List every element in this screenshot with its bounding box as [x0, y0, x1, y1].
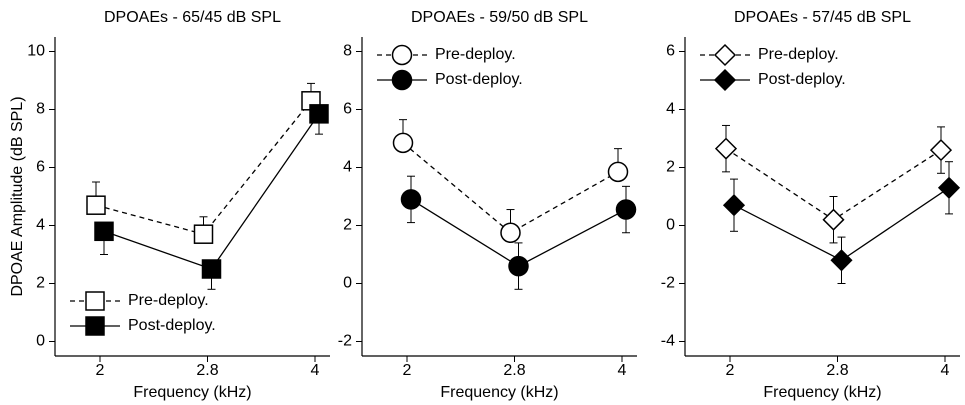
x-axis-label: Frequency (kHz)	[440, 384, 558, 401]
series-line	[402, 142, 619, 234]
x-tick-label: 4	[311, 362, 320, 379]
legend-label: Post-deploy.	[435, 71, 523, 88]
y-tick-label: 6	[666, 43, 675, 60]
legend-marker	[391, 44, 413, 66]
chart-title: DPOAEs - 57/45 dB SPL	[734, 9, 911, 26]
y-tick-label: 6	[343, 101, 352, 118]
x-tick-label: 2	[726, 362, 735, 379]
x-tick-label: 2	[96, 362, 105, 379]
marker	[500, 222, 521, 243]
y-tick-label: 4	[36, 217, 45, 234]
series-line	[103, 113, 320, 270]
marker	[830, 249, 853, 272]
y-tick-label: -4	[661, 333, 675, 350]
y-tick-label: 0	[343, 275, 352, 292]
x-tick-label: 4	[941, 362, 950, 379]
marker	[714, 137, 738, 160]
y-tick-label: 4	[343, 159, 352, 176]
marker	[607, 161, 629, 183]
x-tick-label: 2.8	[503, 362, 525, 379]
x-tick-label: 4	[618, 362, 627, 379]
y-tick-label: 2	[343, 217, 352, 234]
legend-label: Post-deploy.	[128, 317, 216, 334]
x-tick-label: 2.8	[196, 362, 218, 379]
legend-label: Post-deploy.	[758, 71, 846, 88]
legend-label: Pre-deploy.	[758, 46, 839, 63]
marker	[937, 176, 961, 199]
y-tick-label: 0	[666, 217, 675, 234]
marker	[929, 139, 953, 162]
legend-marker	[713, 43, 737, 67]
legend-marker	[85, 316, 105, 336]
y-tick-label: 6	[36, 159, 45, 176]
marker	[201, 259, 222, 279]
y-tick-label: 10	[27, 43, 45, 60]
x-axis-label: Frequency (kHz)	[763, 384, 881, 401]
y-tick-label: 8	[36, 101, 45, 118]
y-tick-label: 4	[666, 101, 675, 118]
series-line	[95, 100, 312, 235]
y-tick-label: -2	[338, 333, 352, 350]
y-tick-label: 0	[36, 333, 45, 350]
marker	[193, 224, 214, 244]
marker	[400, 189, 422, 210]
legend-label: Pre-deploy.	[435, 46, 516, 63]
marker	[722, 194, 746, 217]
chart-title: DPOAEs - 65/45 dB SPL	[104, 9, 281, 26]
y-tick-label: 2	[666, 159, 675, 176]
x-tick-label: 2.8	[826, 362, 848, 379]
marker	[508, 255, 529, 277]
legend-label: Pre-deploy.	[128, 292, 209, 309]
y-tick-label: 2	[36, 275, 45, 292]
marker	[392, 132, 414, 154]
marker	[94, 221, 114, 242]
x-tick-label: 2	[403, 362, 412, 379]
legend-marker	[713, 68, 737, 92]
marker	[86, 195, 106, 215]
chart-title: DPOAEs - 59/50 dB SPL	[411, 9, 588, 26]
y-tick-label: -2	[661, 275, 675, 292]
marker	[309, 104, 329, 124]
legend-marker	[391, 69, 413, 91]
x-axis-label: Frequency (kHz)	[133, 384, 251, 401]
y-tick-label: 8	[343, 43, 352, 60]
y-axis-label: DPOAE Amplitude (dB SPL)	[9, 96, 26, 296]
marker	[822, 208, 845, 231]
legend-marker	[85, 291, 105, 311]
marker	[615, 199, 637, 220]
